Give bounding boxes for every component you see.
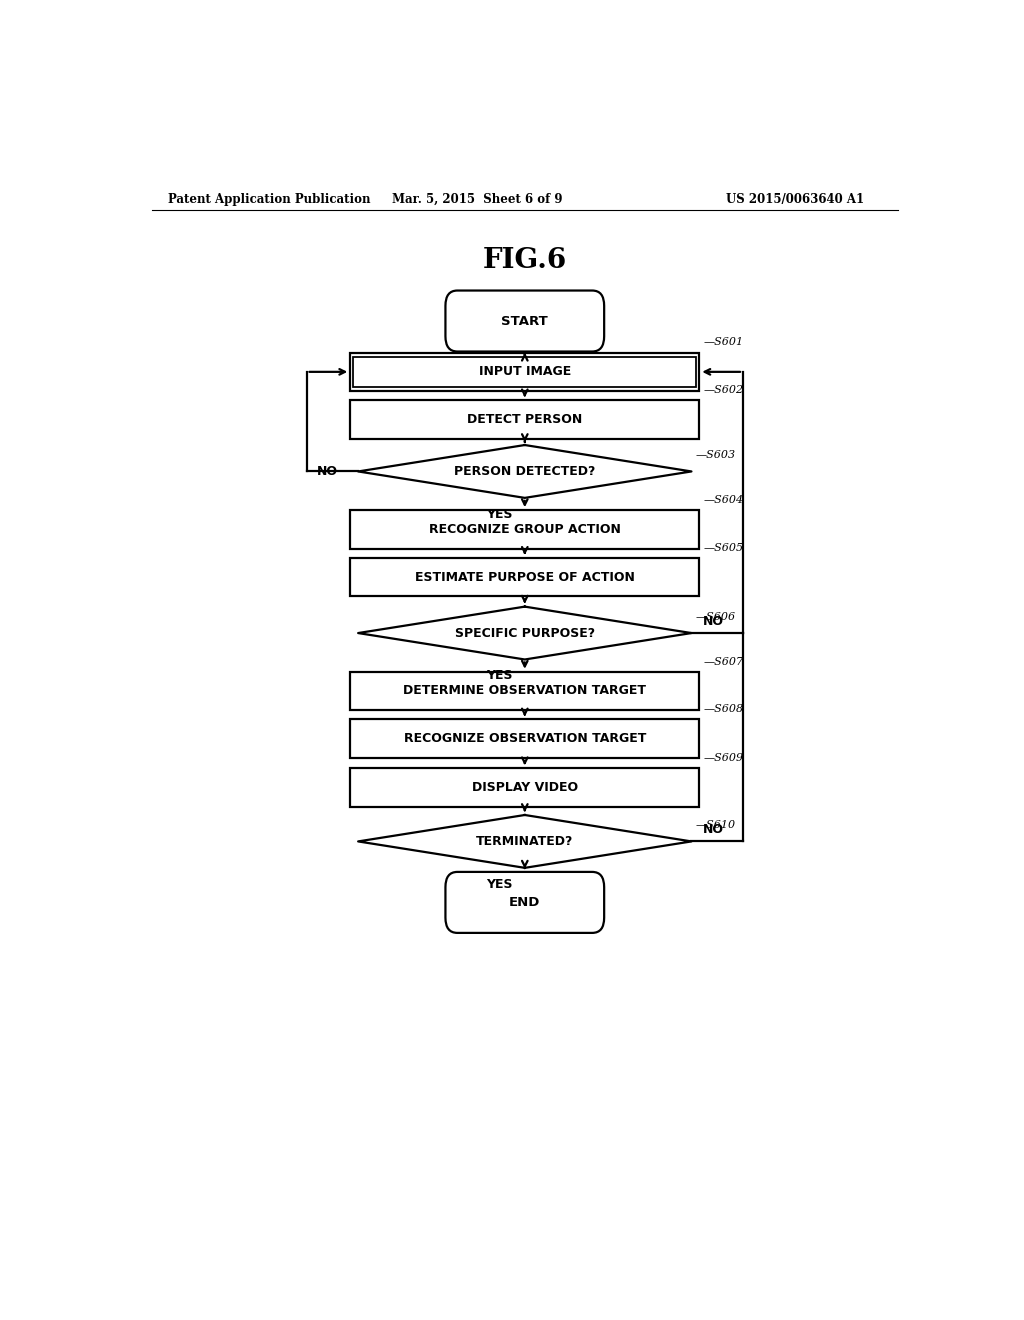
Text: —S603: —S603: [695, 450, 735, 461]
Text: —S607: —S607: [703, 656, 743, 667]
FancyBboxPatch shape: [445, 290, 604, 351]
FancyBboxPatch shape: [353, 356, 696, 387]
Text: NO: NO: [703, 615, 724, 628]
Text: INPUT IMAGE: INPUT IMAGE: [478, 366, 571, 379]
FancyBboxPatch shape: [445, 873, 604, 933]
FancyBboxPatch shape: [350, 352, 699, 391]
Text: —S605: —S605: [703, 543, 743, 553]
Text: TERMINATED?: TERMINATED?: [476, 836, 573, 847]
Text: RECOGNIZE GROUP ACTION: RECOGNIZE GROUP ACTION: [429, 523, 621, 536]
Text: START: START: [502, 314, 548, 327]
Text: END: END: [509, 896, 541, 909]
Text: —S606: —S606: [695, 611, 735, 622]
Text: Patent Application Publication: Patent Application Publication: [168, 193, 371, 206]
Text: DETERMINE OBSERVATION TARGET: DETERMINE OBSERVATION TARGET: [403, 685, 646, 697]
Text: RECOGNIZE OBSERVATION TARGET: RECOGNIZE OBSERVATION TARGET: [403, 733, 646, 746]
Polygon shape: [358, 445, 691, 498]
Text: YES: YES: [486, 669, 513, 682]
Text: SPECIFIC PURPOSE?: SPECIFIC PURPOSE?: [455, 627, 595, 640]
Text: ESTIMATE PURPOSE OF ACTION: ESTIMATE PURPOSE OF ACTION: [415, 570, 635, 583]
Polygon shape: [358, 814, 691, 867]
Text: DISPLAY VIDEO: DISPLAY VIDEO: [472, 781, 578, 795]
FancyBboxPatch shape: [350, 510, 699, 549]
Text: —S610: —S610: [695, 820, 735, 830]
Text: NO: NO: [703, 824, 724, 837]
Text: —S601: —S601: [703, 338, 743, 347]
FancyBboxPatch shape: [350, 558, 699, 597]
Text: —S602: —S602: [703, 385, 743, 395]
Text: —S609: —S609: [703, 754, 743, 763]
Text: FIG.6: FIG.6: [482, 247, 567, 273]
Text: PERSON DETECTED?: PERSON DETECTED?: [454, 465, 596, 478]
FancyBboxPatch shape: [350, 400, 699, 440]
Text: —S604: —S604: [703, 495, 743, 506]
Text: YES: YES: [486, 508, 513, 520]
FancyBboxPatch shape: [350, 768, 699, 807]
FancyBboxPatch shape: [350, 672, 699, 710]
Polygon shape: [358, 607, 691, 660]
Text: DETECT PERSON: DETECT PERSON: [467, 413, 583, 426]
Text: US 2015/0063640 A1: US 2015/0063640 A1: [726, 193, 863, 206]
Text: NO: NO: [317, 465, 338, 478]
Text: Mar. 5, 2015  Sheet 6 of 9: Mar. 5, 2015 Sheet 6 of 9: [392, 193, 562, 206]
FancyBboxPatch shape: [350, 719, 699, 758]
Text: YES: YES: [486, 878, 513, 891]
Text: —S608: —S608: [703, 705, 743, 714]
